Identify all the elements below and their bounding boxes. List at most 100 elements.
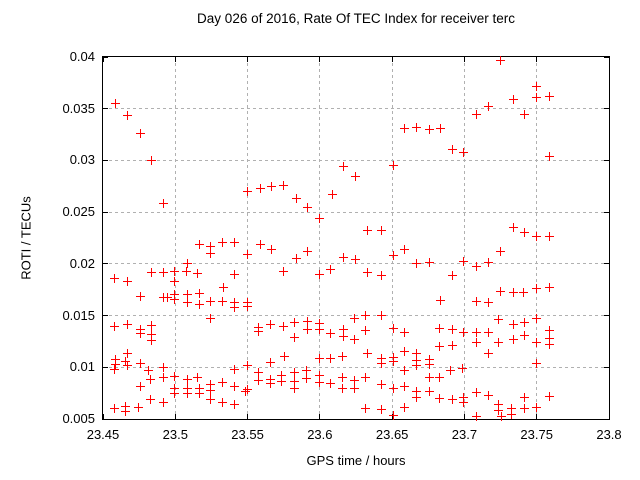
- data-point: [339, 252, 349, 262]
- data-point: [206, 313, 216, 323]
- tick-mark: [604, 108, 609, 110]
- data-point: [400, 366, 410, 376]
- data-point: [183, 384, 193, 393]
- data-point: [400, 346, 410, 356]
- data-point: [217, 238, 227, 248]
- data-point: [303, 325, 313, 335]
- data-point: [326, 265, 336, 275]
- tick-mark: [174, 414, 176, 419]
- tick-mark: [174, 57, 176, 62]
- data-point: [134, 402, 144, 412]
- data-point: [170, 389, 180, 399]
- tick-mark: [536, 57, 538, 62]
- data-point: [170, 295, 180, 305]
- data-point: [109, 321, 119, 331]
- data-point: [254, 327, 264, 337]
- y-tick-label: 0.025: [62, 204, 95, 220]
- data-point: [135, 329, 145, 339]
- data-point: [183, 289, 193, 299]
- data-point: [303, 316, 313, 326]
- data-point: [229, 303, 239, 313]
- data-point: [265, 378, 275, 388]
- data-point: [122, 110, 132, 120]
- data-point: [290, 368, 300, 378]
- data-point: [459, 393, 469, 403]
- data-point: [508, 335, 518, 345]
- data-point: [147, 320, 157, 330]
- data-point: [206, 297, 216, 307]
- data-point: [122, 361, 132, 371]
- data-point: [229, 399, 239, 409]
- data-point: [495, 56, 505, 66]
- data-point: [122, 319, 132, 329]
- data-point: [111, 98, 120, 108]
- data-point: [194, 384, 204, 393]
- data-point: [531, 402, 541, 412]
- data-point: [388, 160, 398, 170]
- data-point: [520, 331, 530, 341]
- tick-mark: [604, 263, 609, 265]
- data-point: [303, 247, 313, 257]
- data-point: [508, 222, 518, 232]
- data-point: [411, 348, 421, 358]
- tick-mark: [604, 366, 609, 368]
- data-point: [434, 341, 444, 351]
- data-point: [377, 225, 387, 235]
- data-point: [229, 238, 239, 248]
- data-point: [163, 292, 173, 302]
- data-point: [508, 95, 518, 105]
- data-point: [361, 326, 371, 336]
- data-point: [145, 374, 155, 384]
- data-point: [314, 354, 324, 363]
- data-point: [544, 282, 554, 292]
- data-point: [411, 356, 421, 366]
- data-point: [459, 256, 469, 266]
- data-point: [494, 399, 504, 409]
- data-point: [349, 375, 359, 385]
- data-point: [434, 394, 444, 404]
- tick-mark: [247, 414, 249, 419]
- data-point: [377, 379, 387, 389]
- data-point: [280, 351, 290, 361]
- x-tick-label: 23.5: [162, 427, 188, 442]
- data-point: [121, 357, 131, 367]
- data-point: [326, 329, 336, 339]
- data-point: [206, 242, 216, 252]
- data-point: [388, 250, 398, 260]
- data-point: [531, 93, 541, 103]
- data-point: [265, 358, 275, 368]
- data-point: [267, 182, 277, 192]
- data-point: [290, 384, 300, 393]
- tick-mark: [604, 315, 609, 317]
- data-point: [484, 348, 493, 358]
- gridline-vertical: [536, 57, 538, 419]
- data-point: [326, 354, 336, 363]
- gridline-vertical: [174, 57, 176, 419]
- data-point: [544, 152, 554, 162]
- data-point: [194, 288, 204, 298]
- data-point: [377, 354, 387, 363]
- data-point: [242, 249, 252, 259]
- data-point: [183, 298, 193, 308]
- data-point: [544, 326, 554, 336]
- data-point: [314, 270, 324, 280]
- data-point: [544, 339, 554, 349]
- data-point: [121, 401, 131, 411]
- data-point: [362, 225, 372, 235]
- data-point: [411, 361, 421, 371]
- data-point: [518, 287, 528, 297]
- y-tick-label: 0.04: [69, 49, 95, 64]
- data-point: [520, 317, 530, 327]
- data-point: [183, 258, 193, 268]
- data-point: [436, 124, 446, 134]
- data-point: [109, 274, 119, 284]
- data-point: [484, 391, 493, 401]
- data-point: [278, 321, 288, 331]
- data-point: [242, 361, 252, 371]
- y-tick-label: 0.035: [62, 100, 95, 116]
- data-point: [147, 330, 157, 340]
- data-point: [388, 384, 398, 393]
- data-point: [434, 372, 444, 382]
- data-point: [520, 227, 530, 237]
- data-point: [122, 277, 132, 287]
